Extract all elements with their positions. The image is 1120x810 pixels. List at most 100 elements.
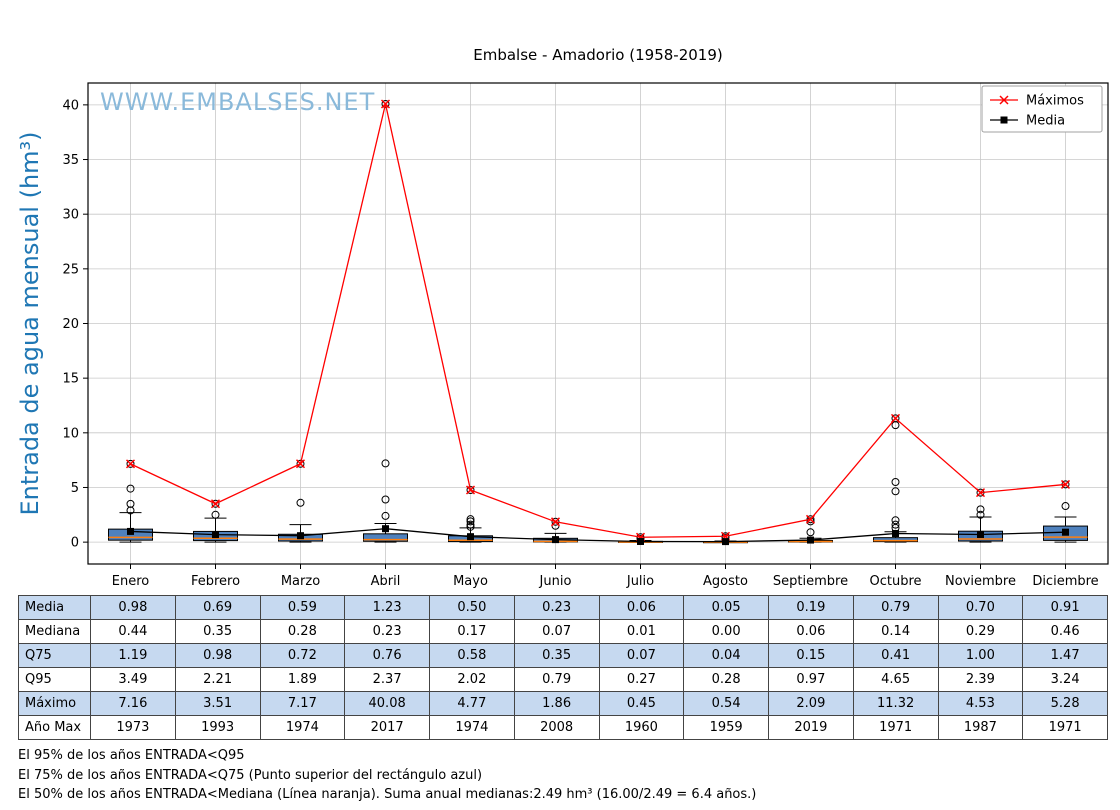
table-cell: 0.04 — [683, 643, 769, 668]
outlier-point — [126, 459, 135, 468]
table-cell: 2.21 — [174, 667, 261, 692]
table-cell: 2.39 — [937, 667, 1024, 692]
x-axis: Enero Febrero Marzo Abril Mayo Junio Julio Agos… — [112, 564, 1099, 589]
table-cell: 1.47 — [1022, 643, 1108, 668]
table-cell: 2.02 — [429, 667, 515, 692]
outlier-point — [466, 517, 475, 526]
row-label: Mediana — [18, 619, 91, 644]
outlier-point — [891, 520, 900, 529]
x-tick-label: Julio — [626, 574, 654, 589]
table-cell: 0.58 — [429, 643, 515, 668]
table-row: Media 0.98 0.69 0.59 1.23 0.50 0.23 0.06 0.05 0.1… — [18, 595, 1108, 620]
table-cell: 0.07 — [598, 643, 685, 668]
table-cell: 0.70 — [937, 595, 1024, 620]
table-cell: 0.23 — [344, 619, 430, 644]
table-cell: 2.09 — [768, 691, 854, 716]
box — [363, 533, 408, 542]
table-cell: 0.69 — [174, 595, 261, 620]
table-cell: 0.17 — [429, 619, 515, 644]
table-cell: 1.23 — [344, 595, 430, 620]
table-cell: 5.28 — [1022, 691, 1108, 716]
outlier-point — [466, 520, 475, 529]
y-tick-label: 15 — [62, 372, 79, 387]
outlier-point — [891, 414, 900, 423]
table-cell: 1959 — [683, 715, 769, 740]
legend-label: Máximos — [1026, 94, 1084, 109]
table-cell: 40.08 — [344, 691, 430, 716]
outlier-point — [296, 498, 305, 507]
outlier-point — [891, 516, 900, 525]
watermark: WWW.EMBALSES.NET — [100, 88, 375, 116]
table-cell: 0.98 — [90, 595, 176, 620]
y-tick-label: 10 — [62, 426, 79, 441]
table-cell: 4.53 — [937, 691, 1024, 716]
table-cell: 0.28 — [683, 667, 769, 692]
plot-border — [87, 82, 1109, 565]
table-cell: 3.49 — [90, 667, 176, 692]
gridlines — [88, 83, 1108, 564]
outlier-point — [806, 528, 815, 537]
outlier-point — [126, 499, 135, 508]
outlier-point — [296, 459, 305, 468]
y-tick-label: 0 — [71, 536, 79, 551]
table-cell: 0.79 — [513, 667, 600, 692]
x-tick-label: Agosto — [703, 574, 748, 589]
table-cell: 2017 — [344, 715, 430, 740]
outlier-point — [381, 511, 390, 520]
table-row: Máximo 7.16 3.51 7.17 40.08 4.77 1.86 0.45 0.54 2… — [18, 691, 1108, 716]
table-cell: 4.77 — [429, 691, 515, 716]
x-tick-label: Marzo — [281, 574, 320, 589]
y-tick-label: 20 — [62, 317, 79, 332]
row-label: Media — [18, 595, 91, 620]
table-cell: 1987 — [937, 715, 1024, 740]
table-cell: 0.00 — [683, 619, 769, 644]
table-cell: 1.19 — [90, 643, 176, 668]
row-label: Q95 — [18, 667, 91, 692]
legend-label: Media — [1026, 114, 1065, 129]
table-cell: 0.50 — [429, 595, 515, 620]
outlier-point — [381, 459, 390, 468]
table-cell: 7.16 — [90, 691, 176, 716]
stats-table: Media 0.98 0.69 0.59 1.23 0.50 0.23 0.06 0.05 0.1… — [18, 595, 1108, 740]
y-tick-label: 40 — [62, 98, 79, 113]
y-tick-label: 30 — [62, 208, 79, 223]
table-cell: 0.54 — [683, 691, 769, 716]
table-cell: 1993 — [174, 715, 261, 740]
table-cell: 1960 — [598, 715, 685, 740]
legend: Máximos Media — [981, 85, 1103, 133]
outlier-point — [976, 505, 985, 514]
table-cell: 0.27 — [598, 667, 685, 692]
x-tick-label: Enero — [112, 574, 150, 589]
table-cell: 2.37 — [344, 667, 430, 692]
table-cell: 0.72 — [259, 643, 346, 668]
table-cell: 4.65 — [852, 667, 939, 692]
x-tick-label: Febrero — [191, 574, 240, 589]
x-tick-label: Diciembre — [1032, 574, 1098, 589]
table-row: Q75 1.19 0.98 0.72 0.76 0.58 0.35 0.07 0.04 0.15 0… — [18, 643, 1108, 668]
x-tick-label: Abril — [371, 574, 401, 589]
outlier-point — [211, 499, 220, 508]
footnotes: El 95% de los años ENTRADA<Q95 El 75% de… — [18, 746, 756, 805]
x-tick-label: Noviembre — [945, 574, 1016, 589]
outlier-point — [806, 517, 815, 526]
outlier-point — [466, 522, 475, 531]
outlier-point — [466, 515, 475, 524]
table-cell: 0.46 — [1022, 619, 1108, 644]
y-axis: 0 5 10 15 20 25 30 35 40 — [62, 98, 88, 551]
table-cell: 0.23 — [513, 595, 600, 620]
outlier-point — [126, 484, 135, 493]
table-cell: 0.91 — [1022, 595, 1108, 620]
row-label: Q75 — [18, 643, 91, 668]
media-line — [127, 525, 1069, 546]
table-cell: 2008 — [513, 715, 600, 740]
x-tick-label: Septiembre — [773, 574, 848, 589]
table-cell: 0.28 — [259, 619, 346, 644]
maximos-line — [125, 99, 1071, 542]
y-axis-label: Entrada de agua mensual (hm³) — [16, 131, 44, 515]
table-cell: 7.17 — [259, 691, 346, 716]
table-cell: 0.06 — [768, 619, 854, 644]
y-tick-label: 5 — [71, 481, 79, 496]
row-label: Año Max — [18, 715, 91, 740]
box — [873, 537, 918, 543]
